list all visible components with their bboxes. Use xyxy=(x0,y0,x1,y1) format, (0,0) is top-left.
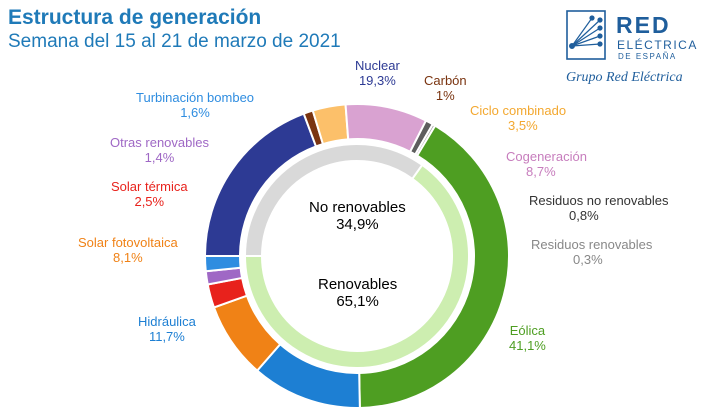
label-ciclo-combinado-value: 3,5% xyxy=(508,118,538,133)
label-residuos-no-renovables-value: 0,8% xyxy=(569,208,599,223)
label-residuos-renovables: Residuos renovables 0,3% xyxy=(531,237,652,267)
label-ciclo-combinado: Ciclo combinado 3,5% xyxy=(470,103,566,133)
label-residuos-no-renovables: Residuos no renovables 0,8% xyxy=(529,193,668,223)
outer-slice-turbinacion-bombeo xyxy=(203,255,242,273)
logo-mark-icon xyxy=(566,10,606,60)
label-eolica-name: Eólica xyxy=(509,323,546,338)
label-nuclear-value: 19,3% xyxy=(358,73,396,88)
label-eolica-value: 41,1% xyxy=(509,338,546,353)
logo-line2: ELÉCTRICA xyxy=(617,38,698,52)
label-cogeneracion: Cogeneración 8,7% xyxy=(506,149,587,179)
logo-group: Grupo Red Eléctrica xyxy=(566,70,683,85)
label-no-renovables-name: No renovables xyxy=(309,199,406,216)
label-hidraulica-name: Hidráulica xyxy=(138,314,196,329)
label-solar-fotovoltaica-name: Solar fotovoltaica xyxy=(78,235,178,250)
label-nuclear: Nuclear 19,3% xyxy=(355,58,400,88)
label-hidraulica: Hidráulica 11,7% xyxy=(138,314,196,344)
inner-slice-renovables xyxy=(243,163,470,369)
label-renovables-value: 65,1% xyxy=(336,293,379,310)
outer-slice-eolica xyxy=(358,124,510,409)
logo-line3: DE ESPAÑA xyxy=(618,52,677,61)
chart-title: Estructura de generación xyxy=(8,6,262,29)
label-carbon: Carbón 1% xyxy=(424,73,467,103)
label-solar-termica-value: 2,5% xyxy=(134,194,165,209)
label-carbon-name: Carbón xyxy=(424,73,467,88)
label-solar-termica-name: Solar térmica xyxy=(111,179,188,194)
label-solar-fotovoltaica: Solar fotovoltaica 8,1% xyxy=(78,235,178,265)
label-solar-termica: Solar térmica 2,5% xyxy=(111,179,188,209)
label-turbinacion-bombeo: Turbinación bombeo 1,6% xyxy=(136,90,254,120)
label-residuos-no-renovables-name: Residuos no renovables xyxy=(529,193,669,208)
label-no-renovables-value: 34,9% xyxy=(336,216,379,233)
label-otras-renovables-name: Otras renovables xyxy=(110,135,209,150)
chart-subtitle: Semana del 15 al 21 de marzo de 2021 xyxy=(8,31,341,52)
label-renovables: Renovables 65,1% xyxy=(318,276,397,310)
logo-name: RED xyxy=(616,12,671,38)
label-hidraulica-value: 11,7% xyxy=(148,329,185,344)
label-eolica: Eólica 41,1% xyxy=(509,323,546,353)
label-renovables-name: Renovables xyxy=(318,276,398,293)
label-nuclear-name: Nuclear xyxy=(355,58,400,73)
label-otras-renovables: Otras renovables 1,4% xyxy=(110,135,209,165)
label-ciclo-combinado-name: Ciclo combinado xyxy=(470,103,567,118)
label-turbinacion-bombeo-name: Turbinación bombeo xyxy=(136,90,255,105)
inner-ring xyxy=(243,143,470,369)
outer-ring xyxy=(203,103,510,409)
label-residuos-renovables-value: 0,3% xyxy=(573,252,603,267)
label-cogeneracion-name: Cogeneración xyxy=(506,149,587,164)
label-turbinacion-bombeo-value: 1,6% xyxy=(180,105,210,120)
label-cogeneracion-value: 8,7% xyxy=(526,164,556,179)
label-no-renovables: No renovables 34,9% xyxy=(309,199,406,233)
label-solar-fotovoltaica-value: 8,1% xyxy=(113,250,143,265)
label-carbon-value: 1% xyxy=(435,88,455,103)
red-electrica-logo: RED ELÉCTRICA DE ESPAÑA Grupo Red Eléctr… xyxy=(566,10,716,90)
label-otras-renovables-value: 1,4% xyxy=(144,150,175,165)
label-residuos-renovables-name: Residuos renovables xyxy=(531,237,653,252)
